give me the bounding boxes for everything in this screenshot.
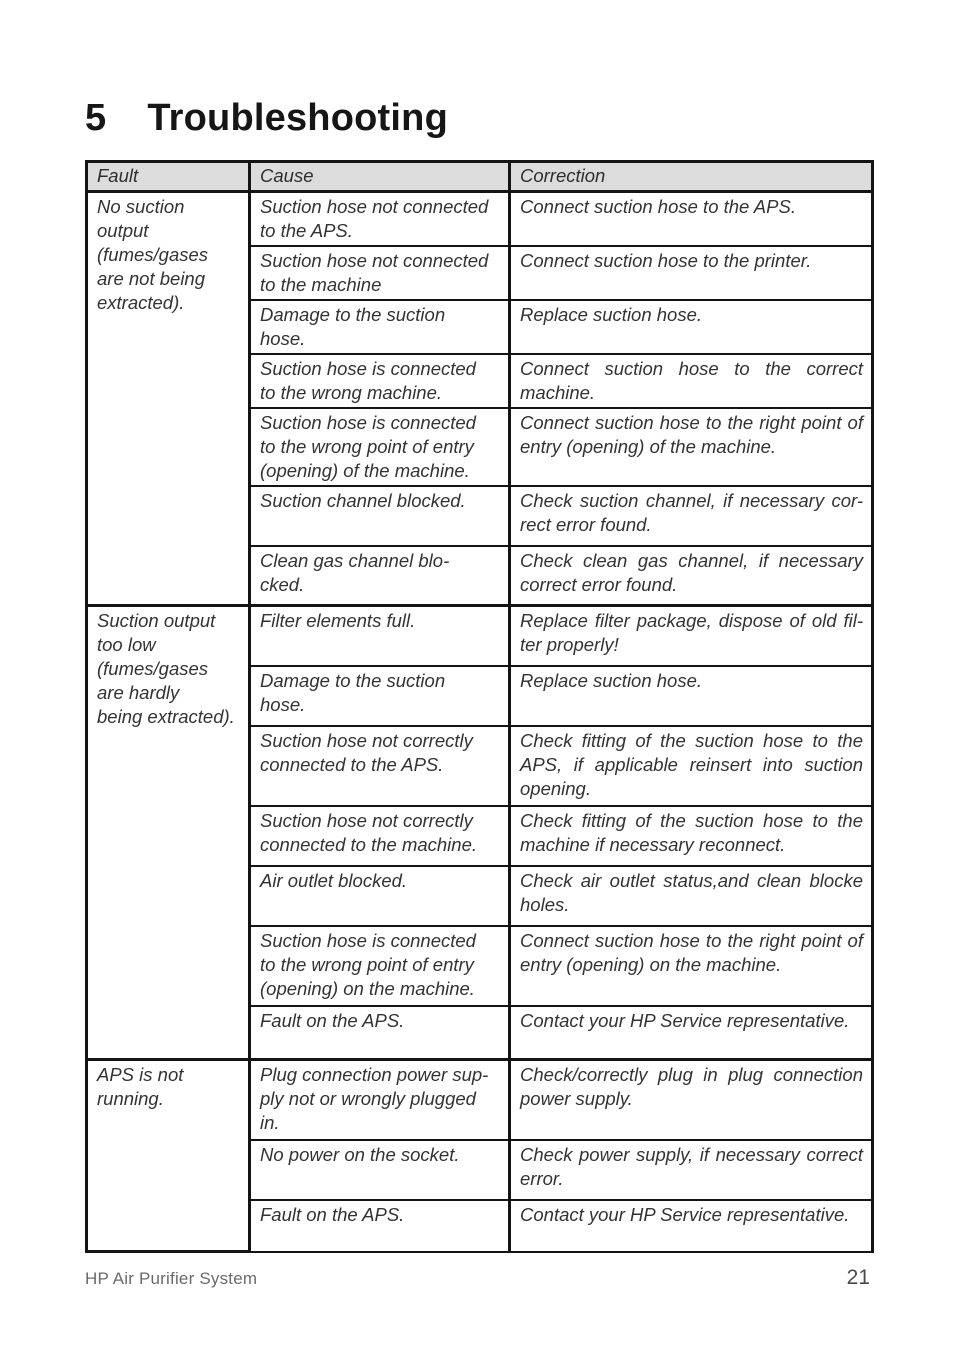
table-row: Suction hose is connected to the wrong p… — [87, 406, 874, 487]
correction-line: Connect suction hose to the APS. — [520, 195, 796, 217]
page-title: 5 Troubleshooting — [0, 0, 954, 141]
col-header-correction: Correction — [508, 159, 874, 193]
correction-line: correct error found. — [520, 573, 678, 595]
correction-line: Check clean gas channel, if necessary — [520, 549, 863, 571]
table-row: Suction channel blocked. Check suction ch… — [87, 484, 874, 547]
correction-line: machine. — [520, 381, 596, 403]
table-row: Fault on the APS. Contact your HP Service… — [87, 1198, 874, 1253]
correction-line: APS, if applicable reinsert into suction — [520, 753, 863, 775]
cause-cell: Suction hose not connected to the APS. — [248, 189, 511, 247]
table-header-row: Fault Cause Correction — [85, 159, 874, 193]
correction-line: Connect suction hose to the right point … — [520, 411, 863, 433]
cause-cell: Suction hose is connected to the wrong p… — [248, 406, 511, 487]
fault-cell: Suction output too low (fumes/gases are … — [85, 604, 251, 1062]
correction-line: holes. — [520, 893, 570, 915]
correction-line: error. — [520, 1167, 564, 1189]
cause-cell: Fault on the APS. — [248, 1004, 511, 1061]
correction-cell: Replace suction hose. — [508, 298, 874, 355]
page-footer: HP Air Purifier System 21 — [85, 1266, 870, 1290]
correction-line: opening. — [520, 777, 591, 799]
cause-cell: Clean gas channel blo- cked. — [248, 544, 511, 607]
correction-line: ter properly! — [520, 634, 619, 656]
correction-line: Replace filter package, dispose of old f… — [520, 610, 863, 632]
col-header-fault: Fault — [85, 159, 251, 193]
correction-line: Check fitting of the suction hose to the — [520, 809, 863, 831]
correction-line: Replace suction hose. — [520, 303, 703, 325]
correction-line: Check air outlet status,and clean blocke — [520, 869, 863, 891]
correction-cell: Check/correctly plug in plug connection p… — [508, 1058, 874, 1141]
cause-cell: Plug connection power sup- ply not or wr… — [248, 1058, 511, 1141]
correction-cell: Check power supply, if necessary correct… — [508, 1138, 874, 1201]
correction-cell: Check clean gas channel, if necessary cor… — [508, 544, 874, 607]
correction-cell: Connect suction hose to the correct machi… — [508, 352, 874, 409]
correction-line: Connect suction hose to the right point … — [520, 929, 863, 951]
table-row: No power on the socket. Check power suppl… — [87, 1138, 874, 1201]
fault-cell: No suction output (fumes/gases are not b… — [85, 189, 251, 608]
correction-line: Replace suction hose. — [520, 669, 703, 691]
correction-cell: Replace suction hose. — [508, 664, 874, 727]
footer-page-number: 21 — [846, 1266, 870, 1289]
cause-cell: Suction hose is connected to the wrong m… — [248, 352, 511, 409]
table-row: APS is not running. Plug connection power… — [85, 1058, 874, 1254]
table-row: Clean gas channel blo- cked. Check clean … — [87, 544, 874, 607]
cause-cell: No power on the socket. — [248, 1138, 511, 1201]
table-row: Suction hose not correctly connected to … — [87, 804, 874, 867]
correction-cell: Connect suction hose to the APS. — [508, 189, 874, 247]
table-row: Suction hose is connected to the wrong p… — [87, 924, 874, 1007]
section-title: Troubleshooting — [147, 97, 448, 139]
fault-cell: APS is not running. — [85, 1058, 251, 1254]
cause-cell: Suction hose not correctly connected to … — [248, 804, 511, 867]
correction-cell: Connect suction hose to the right point … — [508, 924, 874, 1007]
cause-cell: Suction hose not connected to the machin… — [248, 244, 511, 301]
table-row: Suction hose not connected to the machin… — [87, 244, 874, 301]
correction-line: Connect suction hose to the printer. — [520, 249, 812, 271]
correction-cell: Check fitting of the suction hose to the… — [508, 724, 874, 807]
section-number: 5 — [85, 97, 107, 139]
correction-cell: Contact your HP Service representative. — [508, 1198, 874, 1253]
cause-cell: Damage to the suction hose. — [248, 664, 511, 727]
correction-line: Contact your HP Service representative. — [520, 1009, 850, 1031]
troubleshooting-table: Fault Cause Correction No suction output… — [85, 159, 874, 1254]
cause-cell: Filter elements full. — [248, 604, 511, 667]
table-row: Suction hose is connected to the wrong m… — [87, 352, 874, 409]
correction-cell: Check air outlet status,and clean blocke… — [508, 864, 874, 927]
correction-line: Check fitting of the suction hose to the — [520, 729, 863, 751]
correction-line: Check/correctly plug in plug connection — [520, 1064, 863, 1086]
correction-line: Check suction channel, if necessary cor- — [520, 489, 863, 511]
correction-cell: Contact your HP Service representative. — [508, 1004, 874, 1061]
table-row: Damage to the suction hose. Replace sucti… — [87, 664, 874, 727]
table-row: Damage to the suction hose. Replace sucti… — [87, 298, 874, 355]
cause-cell: Air outlet blocked. — [248, 864, 511, 927]
correction-line: Contact your HP Service representative. — [520, 1203, 850, 1225]
correction-line: entry (opening) of the machine. — [520, 435, 777, 457]
correction-cell: Check suction channel, if necessary cor-… — [508, 484, 874, 547]
cause-cell: Suction hose not correctly connected to … — [248, 724, 511, 807]
table-row: Suction output too low (fumes/gases are … — [85, 604, 874, 1062]
correction-cell: Check fitting of the suction hose to the… — [508, 804, 874, 867]
correction-line: power supply. — [520, 1088, 633, 1110]
correction-line: machine if necessary reconnect. — [520, 833, 786, 855]
correction-cell: Connect suction hose to the printer. — [508, 244, 874, 301]
correction-cell: Connect suction hose to the right point … — [508, 406, 874, 487]
table-row: Fault on the APS. Contact your HP Service… — [87, 1004, 874, 1061]
footer-doc-title: HP Air Purifier System — [85, 1269, 258, 1288]
col-header-cause: Cause — [248, 159, 511, 193]
correction-line: Check power supply, if necessary correct — [520, 1143, 863, 1165]
table-row: No suction output (fumes/gases are not b… — [85, 189, 874, 608]
table-body: No suction output (fumes/gases are not b… — [85, 189, 874, 1254]
correction-line: entry (opening) on the machine. — [520, 953, 782, 975]
cause-cell: Suction hose is connected to the wrong p… — [248, 924, 511, 1007]
correction-line: Connect suction hose to the correct — [520, 357, 863, 379]
cause-cell: Fault on the APS. — [248, 1198, 511, 1253]
cause-cell: Suction channel blocked. — [248, 484, 511, 547]
correction-cell: Replace filter package, dispose of old f… — [508, 604, 874, 667]
correction-line: rect error found. — [520, 513, 652, 535]
table-row: Suction hose not correctly connected to … — [87, 724, 874, 807]
table-row: Air outlet blocked. Check air outlet stat… — [87, 864, 874, 927]
cause-cell: Damage to the suction hose. — [248, 298, 511, 355]
